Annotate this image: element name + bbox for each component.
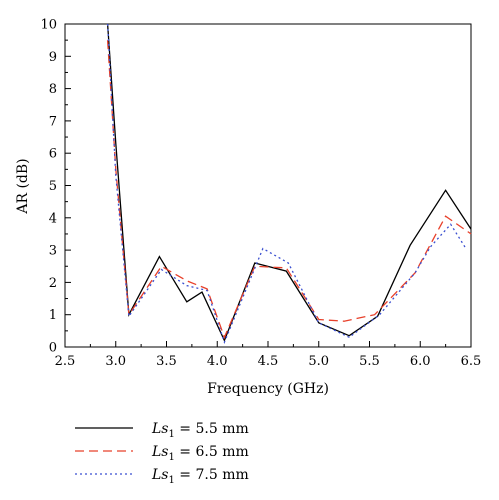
- y-tick-label: 4: [49, 211, 57, 226]
- x-tick-label: 5.5: [359, 354, 380, 369]
- plot-frame: [64, 23, 472, 348]
- legend-subscript: 1: [168, 452, 174, 463]
- x-tick-label: 4.5: [258, 354, 279, 369]
- legend-label-1: Ls1 = 5.5 mm: [151, 421, 249, 440]
- legend-value: = 6.5 mm: [175, 444, 249, 460]
- x-tick-label: 3.5: [156, 354, 177, 369]
- legend-value: = 5.5 mm: [175, 421, 249, 437]
- axis-ticks: 2.5 3.0 3.5 4.0 4.5 5.0 5.5 6.0 6.5 0 1 2 3 4 5 6 7 8 9 10: [40, 18, 481, 370]
- x-axis-title: Frequency (GHz): [207, 381, 329, 397]
- y-tick-label: 1: [49, 308, 57, 323]
- y-tick-label: 7: [49, 114, 57, 129]
- x-tick-label: 6.0: [410, 354, 431, 369]
- legend-subscript: 1: [168, 475, 174, 486]
- legend-symbol: Ls: [151, 467, 168, 483]
- series-line-3: [106, 23, 467, 345]
- legend-value: = 7.5 mm: [175, 467, 249, 483]
- legend-symbol: Ls: [151, 421, 168, 437]
- legend-label-3: Ls1 = 7.5 mm: [151, 467, 249, 486]
- y-tick-label: 6: [49, 147, 57, 162]
- legend-subscript: 1: [168, 429, 174, 440]
- y-tick-label: 8: [49, 82, 57, 97]
- x-tick-label: 3.0: [105, 354, 126, 369]
- y-tick-label: 5: [49, 179, 57, 194]
- y-tick-label: 2: [49, 276, 57, 291]
- series-line-1: [106, 23, 472, 343]
- legend-label-2: Ls1 = 6.5 mm: [151, 444, 249, 463]
- y-axis-title: AR (dB): [15, 158, 31, 214]
- x-tick-label: 2.5: [55, 354, 76, 369]
- y-tick-label: 3: [49, 244, 57, 259]
- y-tick-label: 10: [40, 18, 57, 33]
- y-tick-label: 0: [49, 341, 57, 356]
- x-tick-label: 4.0: [207, 354, 228, 369]
- series-lines: [106, 23, 472, 345]
- y-tick-label: 9: [49, 50, 57, 65]
- x-tick-label: 6.5: [461, 354, 482, 369]
- legend-symbol: Ls: [151, 444, 168, 460]
- x-tick-label: 5.0: [308, 354, 329, 369]
- series-line-2: [106, 40, 472, 340]
